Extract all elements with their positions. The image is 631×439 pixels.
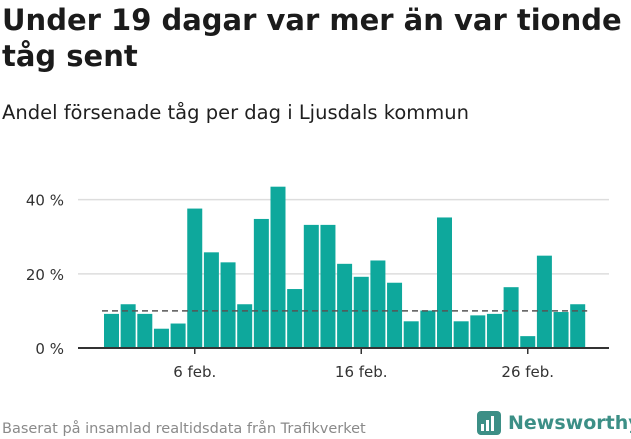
bar-series [104,186,586,348]
bar [486,313,502,348]
newsworthy-logo-icon [477,411,501,435]
bar [220,262,236,348]
bar [470,315,486,348]
y-tick-label: 0 % [35,340,64,358]
bar [553,312,569,348]
bar [387,282,403,348]
bar [503,287,519,348]
bar [536,255,552,348]
y-tick-label: 40 % [26,192,64,210]
bar [337,263,353,348]
bar [570,304,586,348]
bar [437,217,452,348]
bar [420,310,436,348]
bar [287,289,303,348]
source-note: Baserat på insamlad realtidsdata från Tr… [2,421,366,437]
bar [187,208,203,348]
bar [403,321,419,348]
bar-chart: 0 % 20 % 40 % 6 feb. 16 feb. 26 feb. [26,186,609,381]
y-tick-label: 20 % [26,266,64,284]
bar [353,276,369,348]
bar [453,321,469,348]
bar [370,260,386,348]
bar [303,224,319,348]
chart-headline: Under 19 dagar var mer än var tionde tåg… [2,3,622,73]
x-axis-tick-labels: 6 feb. 16 feb. 26 feb. [173,348,554,381]
x-tick-label: 6 feb. [173,363,216,381]
bar [120,304,136,348]
chart-subtitle: Andel försenade tåg per dag i Ljusdals k… [2,101,469,124]
bar [153,328,169,348]
bar [137,313,153,348]
x-tick-label: 26 feb. [501,363,554,381]
bar [520,336,536,348]
bar [237,304,253,348]
bar [203,252,219,348]
bar [270,186,286,348]
bar [320,224,336,348]
bar [104,313,119,348]
bar [253,218,269,348]
bar [170,323,186,348]
x-tick-label: 16 feb. [335,363,388,381]
brand-name: Newsworthy [508,412,631,434]
brand-logo[interactable]: Newsworthy [476,408,631,438]
gridlines [78,198,609,275]
y-axis-tick-labels: 0 % 20 % 40 % [26,192,64,358]
